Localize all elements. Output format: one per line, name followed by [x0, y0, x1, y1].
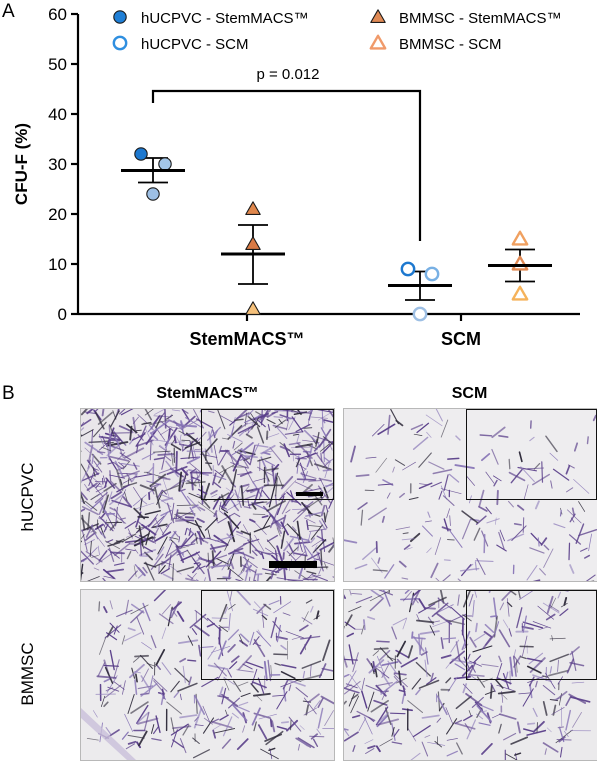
y-axis-label: CFU-F (%): [12, 123, 31, 205]
series-bmmsc-stemmacs: [221, 202, 285, 315]
inset-hucpvc-scm: [466, 409, 597, 500]
y-tick-label: 0: [58, 305, 67, 324]
y-tick-label: 50: [48, 55, 67, 74]
legend-label: BMMSC - SCM: [399, 36, 502, 53]
y-tick-label: 20: [48, 205, 67, 224]
panel-letter-b: B: [2, 383, 15, 405]
bracket-line: [153, 91, 420, 241]
micrograph-hucpvc-scm: [343, 408, 597, 582]
column-label-stemmacs: StemMACS™: [80, 385, 335, 403]
data-point: [402, 263, 414, 275]
cfu-f-chart: 0 10 20 30 40 50 60 StemMACS™ SCM CFU-F (%) hUCPV…: [0, 0, 597, 360]
series-hucpvc-scm: [388, 263, 452, 320]
y-tick-label: 60: [48, 5, 67, 24]
data-point: [513, 232, 527, 245]
y-tick-label: 40: [48, 105, 67, 124]
data-point: [246, 237, 260, 250]
scale-bar-large: [269, 561, 317, 568]
data-point: [246, 302, 260, 315]
inset-bmmsc-stemmacs: [201, 590, 334, 680]
legend-marker: [114, 37, 126, 49]
legend-label: hUCPVC - StemMACS™: [141, 10, 309, 27]
significance-bracket: p = 0.012: [153, 66, 420, 241]
x-tick-label: SCM: [441, 329, 481, 349]
y-tick-label: 30: [48, 155, 67, 174]
p-value-label: p = 0.012: [257, 66, 320, 83]
data-point: [147, 188, 159, 200]
legend-label: hUCPVC - SCM: [141, 36, 249, 53]
micrograph-bmmsc-scm: [343, 589, 597, 761]
data-point: [426, 268, 438, 280]
series-bmmsc-scm: [488, 232, 552, 300]
scale-bar-inset: [296, 492, 323, 496]
legend-marker: [371, 10, 385, 23]
data-point: [135, 148, 147, 160]
series-hucpvc-stemmacs: [121, 148, 185, 200]
legend-marker: [114, 11, 126, 23]
row-label-bmmsc: BMMSC: [18, 619, 38, 729]
data-point: [414, 308, 426, 320]
inset-bmmsc-scm: [466, 590, 597, 680]
inset-hucpvc-stemmacs: [201, 409, 334, 500]
x-tick-label: StemMACS™: [189, 329, 304, 349]
data-point: [246, 202, 260, 215]
data-point: [513, 257, 527, 270]
legend-label: BMMSC - StemMACS™: [399, 10, 562, 27]
column-label-scm: SCM: [343, 385, 596, 403]
legend-marker: [371, 36, 385, 49]
micrograph-hucpvc-stemmacs: [80, 408, 335, 582]
data-point: [513, 287, 527, 300]
y-tick-label: 10: [48, 255, 67, 274]
row-label-hucpvc: hUCPVC: [18, 442, 38, 552]
micrograph-bmmsc-stemmacs: [80, 589, 335, 761]
data-point: [159, 158, 171, 170]
